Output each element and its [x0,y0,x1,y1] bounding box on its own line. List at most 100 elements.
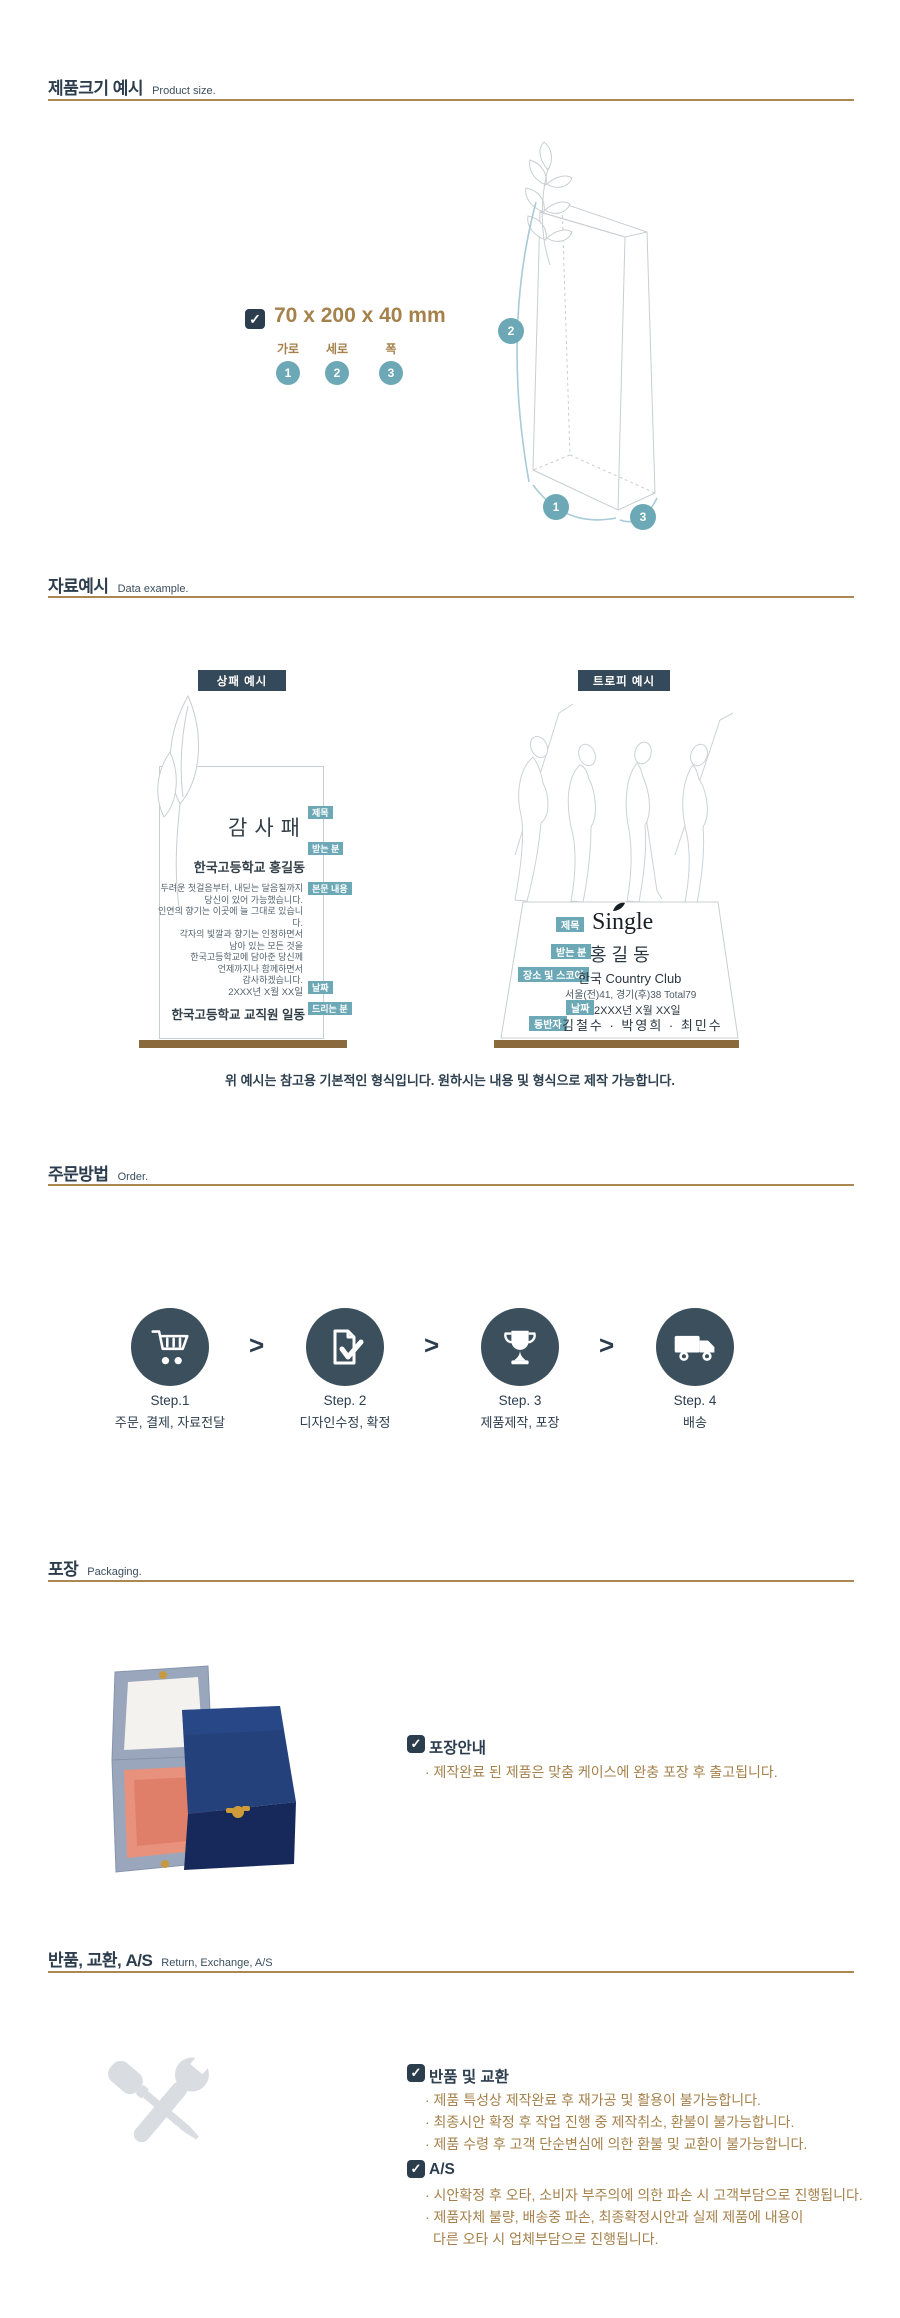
trophy-base-bar [494,1040,739,1048]
order-step-separator: > [249,1330,265,1360]
plaque-body-line: 언제까지나 함께하면서 [217,963,303,974]
check-icon: ✓ [410,1736,422,1751]
section-subtitle: Data example. [117,583,189,595]
section-title: 자료예시 [48,577,109,596]
section-header-packaging: 포장 Packaging. [48,1555,142,1580]
trophy-tag-place: 장소 및 스코어 [518,967,589,982]
section-title: 제품크기 예시 [48,79,144,98]
packaging-notice-line: · 제작완료 된 제품은 맞춤 케이스에 완충 포장 후 출고됩니다. [425,1764,778,1780]
section-header-order: 주문방법 Order. [48,1160,148,1185]
exchange-line: · 제품 특성상 제작완료 후 재가공 및 활용이 불가능합니다. [425,2092,761,2108]
section-subtitle: Product size. [152,85,216,97]
plaque-body-line: 두려운 첫걸음부터, 내딛는 달음질까지 [160,883,303,893]
plaque-body-line: 한국고등학교에 담아준 당신께 [190,952,303,962]
order-step-3-circle [481,1308,559,1386]
dimension-marker-3: 3 [379,361,403,385]
dimension-value: 70 x 200 x 40 mm [274,304,446,327]
plaque-recipient: 한국고등학교 홍길동 [193,860,305,875]
order-step-4-circle [656,1308,734,1386]
tools-icon [108,2051,214,2143]
order-step-separator: > [424,1330,440,1360]
size-checkbox: ✓ [245,309,265,329]
section-divider [48,1580,854,1582]
trophy-score: 서울(전)41, 경기(후)38 Total79 [565,990,697,1001]
section-subtitle: Return, Exchange, A/S [161,1957,273,1969]
plaque-tag-recipient: 받는 분 [308,842,344,855]
section-header-returns: 반품, 교환, A/S Return, Exchange, A/S [48,1946,273,1971]
order-step-separator: > [599,1330,615,1360]
dimension-label-depth: 폭 [385,342,397,356]
plaque-tag-body: 본문 내용 [308,882,352,895]
trophy-tag-recipient: 받는 분 [551,944,592,959]
dimension-label-width: 가로 [276,342,300,356]
order-step-4-desc: 배송 [683,1415,707,1430]
check-icon: ✓ [410,2065,422,2080]
plaque-title: 감사패 [228,817,307,840]
trophy-icon [504,1330,536,1365]
plaque-tag-date: 날짜 [308,981,333,994]
plaque-tag-giver: 드리는 분 [308,1002,352,1015]
plaque-body-line: 당신이 있어 가능했습니다. [204,894,303,905]
section-divider [48,99,854,101]
trophy-golfers-wireframe [500,703,739,1039]
order-step-2-label: Step. 2 [323,1393,367,1408]
packaging-boxes-photo [111,1665,296,1873]
packaging-notice-title: 포장안내 [429,1740,487,1757]
dimension-marker-2: 2 [325,361,349,385]
diagram-marker-width: 1 [543,494,569,520]
order-step-1-desc: 주문, 결제, 자료전달 [114,1415,226,1430]
truck-icon [674,1335,715,1361]
exchange-line: · 최종시안 확정 후 작업 진행 중 제작취소, 환불이 불가능합니다. [425,2114,795,2130]
section-header-product-size: 제품크기 예시 Product size. [48,74,216,99]
plaque-outline [159,766,324,1039]
plaque-body-line: 각자의 빛깔과 향기는 인정하면서 [179,929,303,939]
trophy-title: Single [592,902,654,936]
order-step-3-label: Step. 3 [498,1393,542,1408]
leaf-accent-icon [613,902,625,911]
trophy-date: 2XXX년 X월 XX일 [594,1005,681,1017]
plaque-example-badge: 상패 예시 [198,670,286,691]
exchange-heading: 반품 및 교환 [429,2069,509,2086]
check-icon: ✓ [249,310,261,327]
diagram-marker-height: 2 [498,318,524,344]
plaque-body-line: 인연의 향기는 이곳에 늘 그대로 있습니다. [158,906,303,928]
section-subtitle: Order. [117,1171,149,1183]
exchange-line: · 제품 수령 후 고객 단순변심에 의한 환불 및 교환이 불가능합니다. [425,2136,808,2152]
as-checkbox: ✓ [407,2160,425,2178]
section-header-data-example: 자료예시 Data example. [48,572,189,597]
section-divider [48,596,854,598]
dimension-marker-1: 1 [276,361,300,385]
document-check-icon [333,1329,364,1365]
plaque-giver: 한국고등학교 교직원 일동 [171,1008,305,1022]
order-step-2-desc: 디자인수정, 확정 [299,1415,391,1430]
exchange-checkbox: ✓ [407,2064,425,2082]
trophy-title-text: Single [592,909,654,935]
section-divider [48,1971,854,1973]
trophy-tag-title: 제목 [556,917,585,932]
section-title: 반품, 교환, A/S [48,1951,153,1970]
order-step-4-label: Step. 4 [673,1393,717,1408]
plaque-base-bar [139,1040,347,1048]
trophy-companions: 김철수 · 박영희 · 최민수 [562,1018,723,1033]
trophy-example-badge: 트로피 예시 [578,670,670,691]
section-divider [48,1184,854,1186]
section-title: 주문방법 [48,1165,109,1184]
trophy-place: 한국 Country Club [578,971,682,986]
diagram-marker-depth: 3 [630,504,656,530]
data-example-caption: 위 예시는 참고용 기본적인 형식입니다. 원하시는 내용 및 형식으로 제작 … [225,1073,675,1088]
trophy-tag-date: 날짜 [566,1000,595,1015]
order-step-1-circle [131,1308,209,1386]
plaque-leaf-icon [157,694,199,915]
product-wireframe-diagram [516,141,658,523]
cart-icon [151,1330,189,1365]
packaging-notice-checkbox: ✓ [407,1735,425,1753]
order-step-3-desc: 제품제작, 포장 [480,1415,560,1430]
trophy-tag-companion: 동반자 [529,1016,567,1031]
as-line: · 시안확정 후 오타, 소비자 부주의에 의한 파손 시 고객부담으로 진행됩… [425,2187,863,2203]
plaque-tag-title: 제목 [308,806,333,819]
order-step-1-label: Step.1 [150,1393,190,1408]
order-step-2-circle [306,1308,384,1386]
as-heading: A/S [429,2161,455,2178]
section-subtitle: Packaging. [87,1566,142,1578]
